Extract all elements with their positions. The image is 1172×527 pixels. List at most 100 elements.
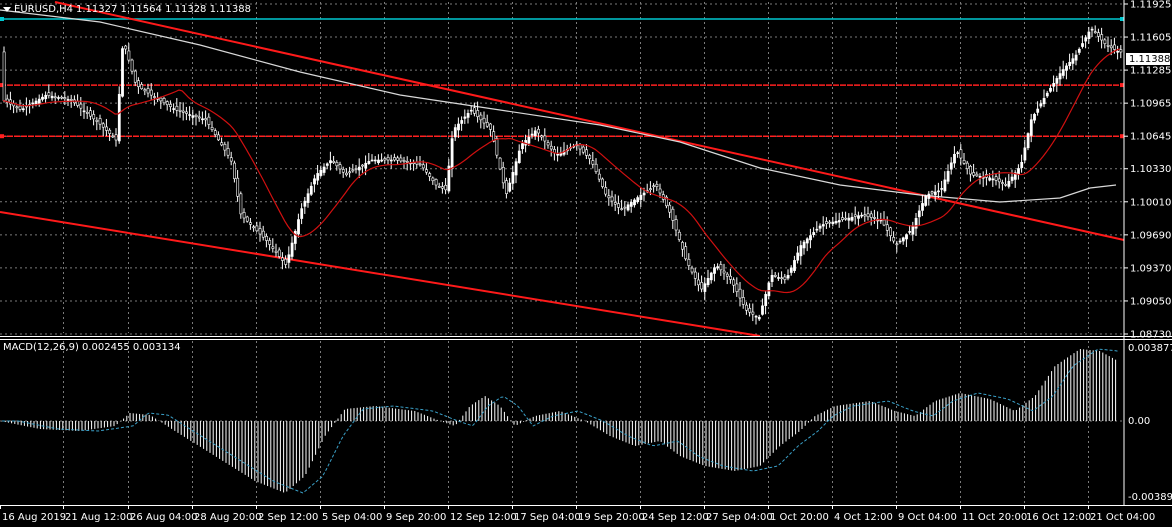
candle-body <box>703 283 707 292</box>
candle-body <box>53 96 57 99</box>
trendline-upper[interactable] <box>54 1 1125 241</box>
candle-body <box>325 163 329 166</box>
candle-body <box>101 123 105 128</box>
trendlines[interactable] <box>0 1 1125 337</box>
candle-body <box>530 133 534 136</box>
symbol-label: EURUSD,H4 <box>14 4 73 15</box>
candle-body <box>601 178 604 187</box>
candle-body <box>226 148 230 156</box>
candle-body <box>770 275 774 282</box>
time-axis-label: 4 Oct 12:00 <box>834 512 893 523</box>
candle-body <box>965 162 969 169</box>
candle-body <box>1071 58 1075 64</box>
price-axis-label: 1.09370 <box>1130 263 1171 274</box>
candle-body <box>383 158 387 161</box>
candle-body <box>1081 43 1084 47</box>
candle-body <box>466 113 470 118</box>
candle-body <box>697 279 700 286</box>
candle-body <box>149 89 153 96</box>
candle-body <box>921 203 924 211</box>
candle-body <box>261 230 265 238</box>
candle-body <box>677 231 681 240</box>
candle-body <box>479 114 483 121</box>
candle-body <box>665 196 668 207</box>
candle-body <box>674 219 678 231</box>
candle-body <box>796 252 800 261</box>
candle-body <box>1103 39 1107 44</box>
price-axis-label: 1.08730 <box>1130 330 1171 341</box>
candle-body <box>885 224 889 231</box>
candle-body <box>351 169 355 172</box>
candle-body <box>31 102 35 105</box>
candle-body <box>946 171 950 182</box>
triangle-down-icon[interactable] <box>3 7 11 12</box>
candle-body <box>617 203 620 208</box>
candle-body <box>610 196 614 202</box>
candle-body <box>476 110 480 117</box>
candle-body <box>937 190 940 193</box>
candle-body <box>348 171 352 174</box>
candle-body <box>236 177 240 197</box>
candle-body <box>629 202 633 207</box>
candle-body <box>927 193 931 199</box>
candle-body <box>137 80 140 87</box>
time-axis-label: 21 Aug 12:00 <box>65 512 132 523</box>
candle-body <box>191 115 195 118</box>
candle-body <box>636 197 640 203</box>
candle-body <box>901 237 905 242</box>
candle-body <box>41 96 44 100</box>
candle-body <box>879 219 883 222</box>
candle-body <box>729 275 732 280</box>
candle-body <box>463 116 467 119</box>
candle-body <box>1093 31 1097 34</box>
candle-body <box>613 202 617 205</box>
candle-body <box>284 258 288 265</box>
chart-header[interactable]: EURUSD,H4 1.11327 1.11564 1.11328 1.1138… <box>3 4 251 15</box>
candle-body <box>399 157 403 162</box>
candle-body <box>1039 103 1043 107</box>
candle-body <box>895 243 899 246</box>
candle-body <box>60 96 64 99</box>
candle-body <box>57 97 60 99</box>
candle-body <box>21 108 25 111</box>
candle-body <box>1023 147 1027 161</box>
price-axis-label: 1.11285 <box>1130 66 1171 77</box>
candle-body <box>498 157 502 170</box>
candle-body <box>482 117 486 124</box>
candle-body <box>297 219 300 235</box>
candle-body <box>655 184 659 187</box>
candle-body <box>709 272 713 281</box>
current-price-label: 1.11388 <box>1129 54 1170 65</box>
candle-body <box>540 135 544 138</box>
candle-body <box>908 231 912 233</box>
horizontal-levels[interactable] <box>0 17 1124 139</box>
candle-body <box>917 210 921 218</box>
candle-body <box>239 193 243 215</box>
candle-body <box>543 135 547 142</box>
candle-body <box>652 185 656 188</box>
ma-slow-line <box>0 9 1117 203</box>
candle-body <box>1013 172 1017 180</box>
candle-body <box>242 212 246 219</box>
candle-body <box>146 88 150 94</box>
candle-body <box>108 129 112 134</box>
candle-body <box>962 160 966 164</box>
price-axis-label: 1.10330 <box>1130 164 1171 175</box>
candle-body <box>386 157 390 161</box>
candle-body <box>50 95 54 99</box>
candle-body <box>649 188 652 190</box>
candle-body <box>450 138 454 170</box>
candle-body <box>159 97 163 102</box>
candle-body <box>364 162 368 169</box>
candle-body <box>1036 108 1040 113</box>
ma-fast-line <box>2 48 1121 294</box>
candle-body <box>114 134 118 141</box>
candle-body <box>716 266 720 269</box>
candle-body <box>287 254 291 263</box>
chart-grid <box>0 2 1124 504</box>
candle-body <box>1058 73 1062 80</box>
candle-body <box>642 192 646 196</box>
trendline-lower[interactable] <box>0 211 761 337</box>
